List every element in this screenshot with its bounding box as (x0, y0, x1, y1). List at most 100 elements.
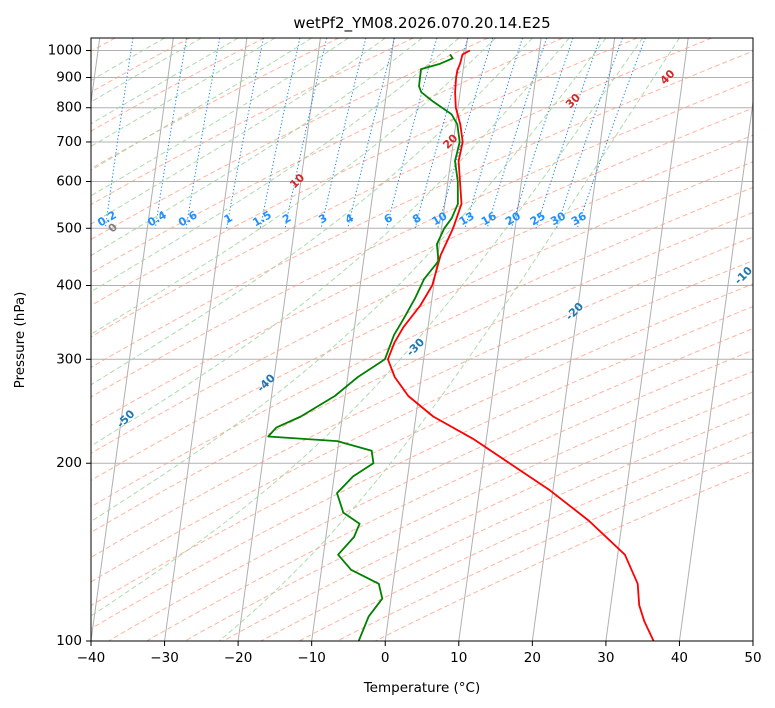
x-tick-label: −10 (297, 650, 326, 666)
mixing-ratio-line (414, 38, 469, 229)
y-tick-label: 600 (56, 174, 82, 190)
dry-adiabat (91, 305, 753, 630)
dry-adiabat (91, 161, 753, 482)
y-tick-label: 500 (56, 220, 82, 236)
y-tick-label: 200 (56, 455, 82, 471)
mixing-ratio-label: 30 (548, 209, 568, 228)
x-tick-label: 50 (744, 650, 761, 666)
isotherm-line (531, 38, 616, 641)
moist-adiabat-label: 40 (658, 67, 678, 87)
background-lines (91, 38, 753, 641)
x-axis-label: Temperature (°C) (363, 680, 481, 696)
mixing-ratio-line (510, 38, 574, 229)
dry-adiabat (91, 211, 753, 534)
x-tick-label: −30 (150, 650, 179, 666)
mixing-ratio-line (535, 38, 601, 229)
isotherm-line (91, 38, 174, 641)
chart-title: wetPf2_YM08.2026.070.20.14.E25 (293, 14, 550, 33)
isotherm-line (605, 38, 689, 641)
dry-adiabat (91, 283, 753, 607)
moist-adiabat (91, 38, 202, 103)
mixing-ratio-label: 36 (569, 209, 589, 228)
mixing-ratio-label: 20 (503, 209, 523, 228)
moist-adiabat (91, 38, 239, 125)
moist-adiabat (91, 38, 349, 197)
dry-adiabat-label: -20 (563, 300, 586, 323)
dry-adiabat (91, 79, 753, 398)
dry-adiabat-label: -10 (732, 264, 755, 287)
dry-adiabat (91, 186, 753, 508)
mixing-ratio-line (464, 38, 523, 229)
temperature-trace (387, 49, 655, 641)
plot-frame (90, 37, 754, 642)
dry-adiabat (146, 349, 753, 641)
moist-adiabat (91, 38, 165, 82)
x-tick-label: 40 (671, 650, 688, 666)
moist-adiabat (91, 38, 423, 257)
dewpoint-trace (267, 53, 461, 641)
dry-adiabat (108, 328, 753, 641)
x-tick-label: −40 (77, 650, 106, 666)
isotherm-line (458, 38, 542, 641)
mixing-ratio-label: 25 (528, 209, 548, 228)
dry-adiabat (336, 450, 753, 641)
y-tick-label: 1000 (48, 43, 82, 59)
x-axis-ticks: −40 −30 −20 −10 0 10 20 30 40 50 (77, 641, 762, 666)
dry-adiabat-label: -60 (0, 443, 6, 466)
y-axis-label: Pressure (hPa) (12, 292, 28, 389)
dry-adiabat (91, 38, 489, 241)
mixing-ratio-label: 2 (280, 211, 293, 226)
mixing-ratio-label: 0.6 (176, 208, 200, 229)
isotherm-line (164, 38, 248, 641)
isotherm-line (384, 38, 469, 641)
mixing-ratio-label: 1 (222, 211, 235, 226)
dry-adiabat (91, 38, 638, 307)
x-tick-label: 20 (524, 650, 541, 666)
moist-adiabat-label: 10 (287, 171, 307, 191)
moist-adiabat (218, 38, 680, 641)
isotherm-line (678, 98, 753, 641)
dry-adiabat (91, 38, 340, 170)
mixing-ratio-line (104, 38, 134, 229)
x-tick-label: 30 (597, 650, 614, 666)
y-tick-label: 400 (56, 277, 82, 293)
moist-adiabat (91, 38, 312, 171)
dry-adiabat (91, 107, 753, 427)
mixing-ratio-line (386, 38, 438, 229)
mixing-ratio-label: 8 (410, 211, 423, 226)
moist-adiabat (91, 38, 386, 225)
moist-adiabat (91, 38, 607, 523)
moist-adiabat (91, 38, 460, 293)
dry-adiabat (91, 38, 563, 274)
dry-adiabat (91, 236, 753, 558)
moist-adiabat (91, 38, 276, 147)
moist-adiabat (91, 38, 570, 447)
dry-adiabat (375, 469, 753, 641)
mixing-ratio-label: 3 (316, 211, 329, 226)
mixing-ratio-line (576, 38, 646, 229)
y-tick-label: 100 (56, 633, 82, 649)
x-tick-label: 0 (381, 650, 390, 666)
dry-adiabat (91, 260, 753, 583)
isotherm-line (237, 38, 321, 641)
mixing-ratio-line (259, 38, 301, 229)
y-tick-label: 700 (56, 134, 82, 150)
moist-adiabat (91, 38, 644, 617)
dry-adiabat (184, 370, 753, 641)
dry-adiabat (91, 134, 753, 454)
dry-adiabat (91, 38, 414, 206)
mixing-ratio-line (320, 38, 367, 229)
mixing-ratio-label: 0.4 (145, 208, 169, 229)
mixing-ratio-line (226, 38, 264, 229)
dry-adiabat (222, 391, 753, 641)
moist-adiabat (91, 38, 533, 386)
y-tick-label: 900 (56, 70, 82, 86)
y-axis-ticks: 1000 900 800 700 600 500 400 300 200 100 (48, 43, 91, 649)
y-tick-label: 800 (56, 100, 82, 116)
isotherm-line (91, 38, 101, 106)
x-tick-label: −20 (224, 650, 253, 666)
mixing-ratio-line (555, 38, 624, 229)
mixing-ratio-label: 16 (479, 209, 499, 228)
mixing-ratio-line (284, 38, 328, 229)
